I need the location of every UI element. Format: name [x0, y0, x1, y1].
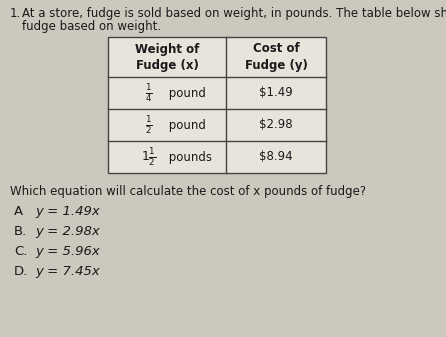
Text: y = 2.98x: y = 2.98x — [35, 225, 100, 238]
Text: pound: pound — [165, 87, 206, 99]
Bar — [108, 37, 326, 173]
Text: 1.: 1. — [10, 7, 21, 20]
Text: y = 5.96x: y = 5.96x — [35, 245, 100, 258]
Text: Cost of
Fudge (y): Cost of Fudge (y) — [244, 42, 307, 71]
Text: $\frac{1}{2}$: $\frac{1}{2}$ — [145, 114, 153, 136]
Text: pounds: pounds — [165, 151, 212, 163]
Text: Which equation will calculate the cost of x pounds of fudge?: Which equation will calculate the cost o… — [10, 185, 366, 198]
Text: $8.94: $8.94 — [259, 151, 293, 163]
Text: D.: D. — [14, 265, 28, 278]
Text: $1\frac{1}{2}$: $1\frac{1}{2}$ — [141, 146, 157, 168]
Text: C.: C. — [14, 245, 27, 258]
Text: y = 7.45x: y = 7.45x — [35, 265, 100, 278]
Text: $1.49: $1.49 — [259, 87, 293, 99]
Text: B.: B. — [14, 225, 27, 238]
Text: A: A — [14, 205, 23, 218]
Text: Weight of
Fudge (x): Weight of Fudge (x) — [135, 42, 199, 71]
Text: At a store, fudge is sold based on weight, in pounds. The table below shows the : At a store, fudge is sold based on weigh… — [22, 7, 446, 20]
Text: pound: pound — [165, 119, 206, 131]
Text: fudge based on weight.: fudge based on weight. — [22, 20, 161, 33]
Text: y = 1.49x: y = 1.49x — [35, 205, 100, 218]
Text: $\frac{1}{4}$: $\frac{1}{4}$ — [145, 82, 153, 104]
Bar — [108, 37, 326, 173]
Text: $2.98: $2.98 — [259, 119, 293, 131]
